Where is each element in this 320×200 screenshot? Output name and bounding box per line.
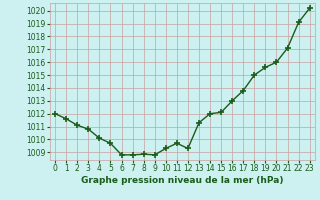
X-axis label: Graphe pression niveau de la mer (hPa): Graphe pression niveau de la mer (hPa) [81, 176, 284, 185]
